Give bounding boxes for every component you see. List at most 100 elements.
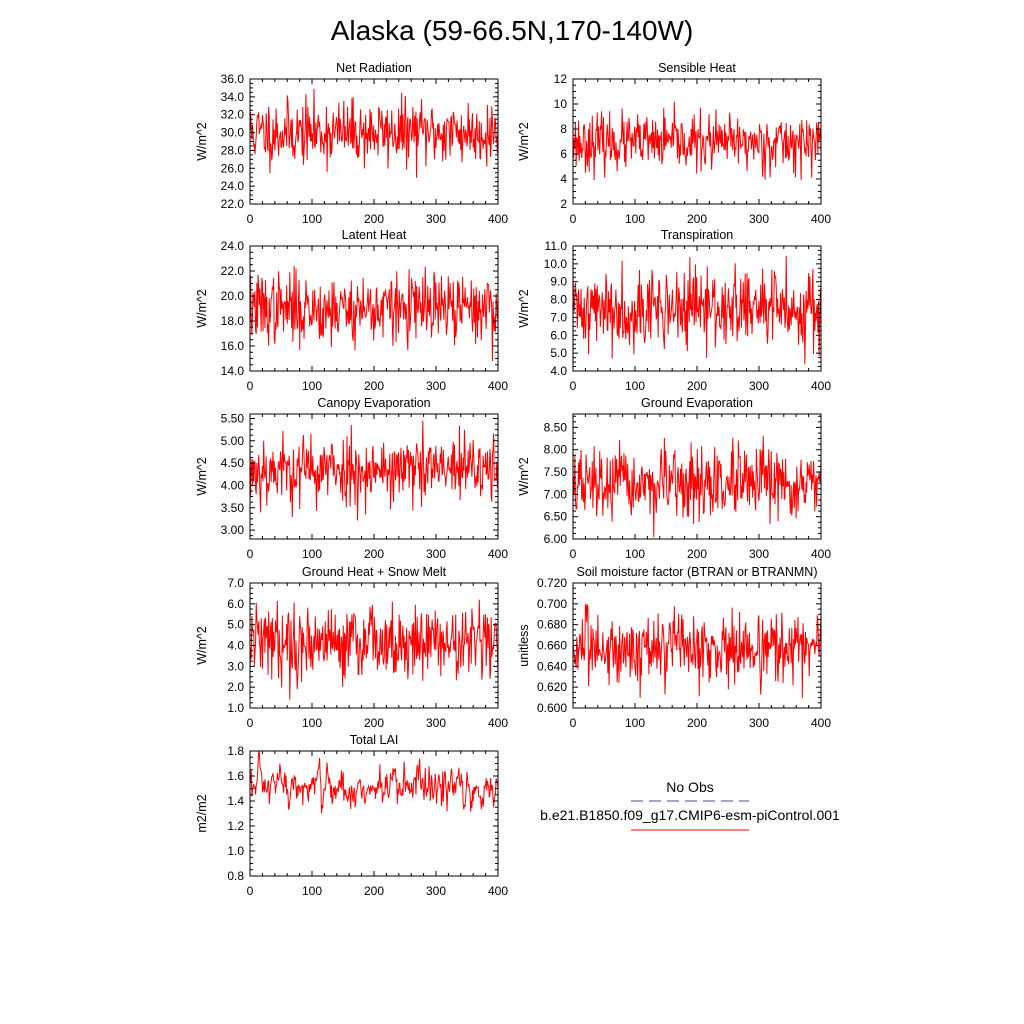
ground-evaporation-ytick-label: 8.50 xyxy=(544,420,568,434)
ground-evaporation-ytick-label: 6.50 xyxy=(544,510,568,524)
latent-heat-ylabel: W/m^2 xyxy=(195,289,209,328)
ground-heat-snow-melt-xtick-label: 100 xyxy=(302,716,322,730)
latent-heat-ytick-label: 24.0 xyxy=(221,239,245,253)
transpiration-xtick-label: 400 xyxy=(811,379,831,393)
sensible-heat-ytick-label: 10 xyxy=(554,97,568,111)
ground-heat-snow-melt-xtick-label: 0 xyxy=(247,716,254,730)
total-lai-series-line xyxy=(249,750,499,814)
canopy-evaporation-xtick-label: 0 xyxy=(247,547,254,561)
ground-heat-snow-melt-ylabel: W/m^2 xyxy=(195,626,209,665)
total-lai-ytick-label: 1.4 xyxy=(227,794,244,808)
transpiration-ytick-label: 4.0 xyxy=(550,364,567,378)
canopy-evaporation-series-line xyxy=(249,420,499,521)
ground-evaporation-xtick-label: 0 xyxy=(570,547,577,561)
transpiration-ytick-label: 11.0 xyxy=(545,239,568,253)
total-lai-ytick-label: 0.8 xyxy=(227,869,244,883)
legend: No Obs b.e21.B1850.f09_g17.CMIP6-esm-piC… xyxy=(540,779,840,831)
total-lai-xtick-label: 200 xyxy=(364,884,384,898)
canopy-evaporation-ytick-label: 4.50 xyxy=(221,456,245,470)
legend-label-obs: No Obs xyxy=(666,779,713,795)
transpiration-ytick-label: 9.0 xyxy=(550,275,567,289)
canopy-evaporation-ytick-label: 3.50 xyxy=(221,501,245,515)
sensible-heat-xtick-label: 0 xyxy=(570,212,577,226)
transpiration-ytick-label: 6.0 xyxy=(550,328,567,342)
ground-heat-snow-melt-ytick-label: 6.0 xyxy=(227,597,244,611)
ground-heat-snow-melt-ytick-label: 1.0 xyxy=(227,701,244,715)
canopy-evaporation-ytick-label: 5.00 xyxy=(221,434,245,448)
soil-moisture-factor-title: Soil moisture factor (BTRAN or BTRANMN) xyxy=(576,565,817,579)
ground-evaporation-xtick-label: 100 xyxy=(625,547,645,561)
sensible-heat-ytick-label: 8 xyxy=(560,122,567,136)
latent-heat-ytick-label: 14.0 xyxy=(221,364,245,378)
transpiration-ytick-label: 10.0 xyxy=(544,257,568,271)
ground-heat-snow-melt-xtick-label: 400 xyxy=(488,716,508,730)
panel-ground-heat-snow-melt: 0 100 200 300 400 1.0 2.0 3.0 4.0 5.0 6.0 7.0 Ground… xyxy=(195,565,508,730)
total-lai-ylabel: m2/m2 xyxy=(195,794,209,832)
net-radiation-ytick-label: 24.0 xyxy=(221,179,245,193)
latent-heat-xtick-label: 0 xyxy=(247,379,254,393)
latent-heat-series-line xyxy=(249,265,499,362)
soil-moisture-factor-xtick-label: 100 xyxy=(625,716,645,730)
latent-heat-ytick-label: 16.0 xyxy=(221,339,245,353)
latent-heat-xtick-label: 100 xyxy=(302,379,322,393)
ground-heat-snow-melt-ytick-label: 2.0 xyxy=(227,680,244,694)
net-radiation-xtick-label: 0 xyxy=(247,212,254,226)
ground-heat-snow-melt-series-line xyxy=(249,599,499,700)
latent-heat-xtick-label: 200 xyxy=(364,379,384,393)
total-lai-xtick-label: 300 xyxy=(426,884,446,898)
soil-moisture-factor-series-line xyxy=(572,603,822,698)
ground-heat-snow-melt-ytick-label: 4.0 xyxy=(227,639,244,653)
transpiration-xtick-label: 300 xyxy=(749,379,769,393)
canopy-evaporation-ytick-label: 5.50 xyxy=(221,411,245,425)
total-lai-ytick-label: 1.8 xyxy=(227,744,244,758)
panels-group: 0 100 200 300 40022.024.026.028.030.032.034.… xyxy=(195,61,831,898)
transpiration-ytick-label: 5.0 xyxy=(550,346,567,360)
soil-moisture-factor-ytick-label: 0.700 xyxy=(537,597,567,611)
ground-evaporation-xtick-label: 400 xyxy=(811,547,831,561)
panel-latent-heat: 0 100 200 300 400 14.0 16.0 18.0 20.0 22.0 24.0 Lat… xyxy=(195,228,508,393)
soil-moisture-factor-xtick-label: 300 xyxy=(749,716,769,730)
net-radiation-xtick-label: 100 xyxy=(302,212,322,226)
sensible-heat-xtick-label: 300 xyxy=(749,212,769,226)
sensible-heat-ytick-label: 4 xyxy=(560,172,567,186)
total-lai-xtick-label: 0 xyxy=(247,884,254,898)
transpiration-xtick-label: 0 xyxy=(570,379,577,393)
total-lai-ytick-label: 1.2 xyxy=(227,819,244,833)
total-lai-ytick-label: 1.6 xyxy=(227,769,244,783)
net-radiation-ytick-label: 28.0 xyxy=(221,143,245,157)
total-lai-title: Total LAI xyxy=(350,733,399,747)
ground-heat-snow-melt-ytick-label: 5.0 xyxy=(227,618,244,632)
latent-heat-ytick-label: 20.0 xyxy=(221,289,245,303)
ground-evaporation-title: Ground Evaporation xyxy=(641,396,753,410)
canopy-evaporation-ylabel: W/m^2 xyxy=(195,457,209,496)
sensible-heat-ylabel: W/m^2 xyxy=(517,122,531,161)
transpiration-title: Transpiration xyxy=(661,228,734,242)
ground-heat-snow-melt-xtick-label: 300 xyxy=(426,716,446,730)
net-radiation-ytick-label: 32.0 xyxy=(221,108,245,122)
canopy-evaporation-ytick-label: 4.00 xyxy=(221,478,245,492)
latent-heat-xtick-label: 300 xyxy=(426,379,446,393)
soil-moisture-factor-ytick-label: 0.720 xyxy=(537,576,567,590)
ground-evaporation-ytick-label: 8.00 xyxy=(544,443,568,457)
soil-moisture-factor-xtick-label: 0 xyxy=(570,716,577,730)
canopy-evaporation-xtick-label: 200 xyxy=(364,547,384,561)
ground-heat-snow-melt-xtick-label: 200 xyxy=(364,716,384,730)
ground-evaporation-ylabel: W/m^2 xyxy=(517,457,531,496)
net-radiation-series-line xyxy=(249,88,499,178)
ground-evaporation-ytick-label: 7.00 xyxy=(544,487,568,501)
total-lai-xtick-label: 400 xyxy=(488,884,508,898)
soil-moisture-factor-xtick-label: 400 xyxy=(811,716,831,730)
figure-title: Alaska (59-66.5N,170-140W) xyxy=(331,15,694,46)
ground-evaporation-xtick-label: 200 xyxy=(687,547,707,561)
soil-moisture-factor-ytick-label: 0.680 xyxy=(537,618,567,632)
sensible-heat-ytick-label: 6 xyxy=(560,147,567,161)
sensible-heat-xtick-label: 200 xyxy=(687,212,707,226)
transpiration-ytick-label: 7.0 xyxy=(550,310,567,324)
soil-moisture-factor-ylabel: unitless xyxy=(517,624,531,666)
soil-moisture-factor-xtick-label: 200 xyxy=(687,716,707,730)
sensible-heat-xtick-label: 100 xyxy=(625,212,645,226)
net-radiation-xtick-label: 400 xyxy=(488,212,508,226)
net-radiation-ytick-label: 36.0 xyxy=(221,72,245,86)
sensible-heat-title: Sensible Heat xyxy=(658,61,736,75)
